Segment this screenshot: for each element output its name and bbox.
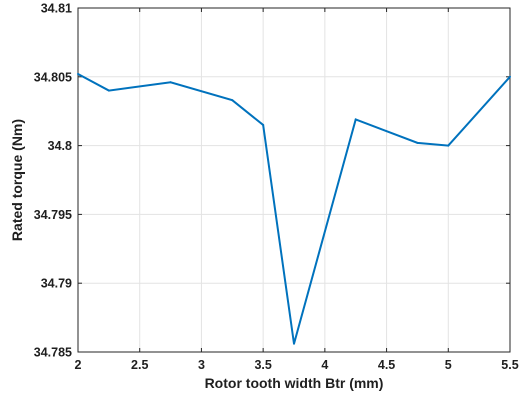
grid-lines bbox=[77, 7, 511, 353]
plot-area bbox=[77, 7, 511, 353]
x-tick-label: 5 bbox=[445, 358, 452, 372]
y-tick-label: 34.81 bbox=[41, 2, 72, 16]
x-tick-label: 4.5 bbox=[378, 358, 395, 372]
axis-ticks bbox=[77, 7, 511, 353]
x-tick-label: 3.5 bbox=[254, 358, 271, 372]
y-tick-label: 34.805 bbox=[34, 70, 72, 84]
data-point bbox=[262, 123, 265, 126]
x-tick-label: 2.5 bbox=[131, 358, 148, 372]
series-group bbox=[77, 73, 511, 345]
x-tick-label: 4 bbox=[321, 358, 328, 372]
y-tick-label: 34.8 bbox=[48, 139, 72, 153]
series-line bbox=[77, 73, 511, 345]
data-point bbox=[231, 99, 234, 102]
data-point bbox=[509, 75, 511, 78]
data-point bbox=[416, 141, 419, 144]
data-point bbox=[77, 73, 79, 76]
data-point bbox=[293, 342, 295, 345]
data-point bbox=[447, 144, 450, 147]
x-tick-label: 3 bbox=[198, 358, 205, 372]
y-tick-label: 34.795 bbox=[34, 208, 72, 222]
y-tick-label: 34.79 bbox=[41, 277, 72, 291]
x-axis-label: Rotor tooth width Btr (mm) bbox=[205, 375, 384, 391]
data-point bbox=[169, 81, 172, 84]
y-axis-label: Rated torque (Nm) bbox=[9, 119, 25, 241]
y-tick-labels: 34.785 34.79 34.795 34.8 34.805 34.81 bbox=[34, 2, 72, 360]
data-point bbox=[107, 89, 110, 92]
x-tick-label: 5.5 bbox=[501, 358, 518, 372]
y-tick-label: 34.785 bbox=[34, 346, 72, 360]
x-tick-labels: 2 2.5 3 3.5 4 4.5 5 5.5 bbox=[75, 358, 519, 372]
data-point bbox=[354, 118, 357, 121]
x-tick-label: 2 bbox=[75, 358, 82, 372]
